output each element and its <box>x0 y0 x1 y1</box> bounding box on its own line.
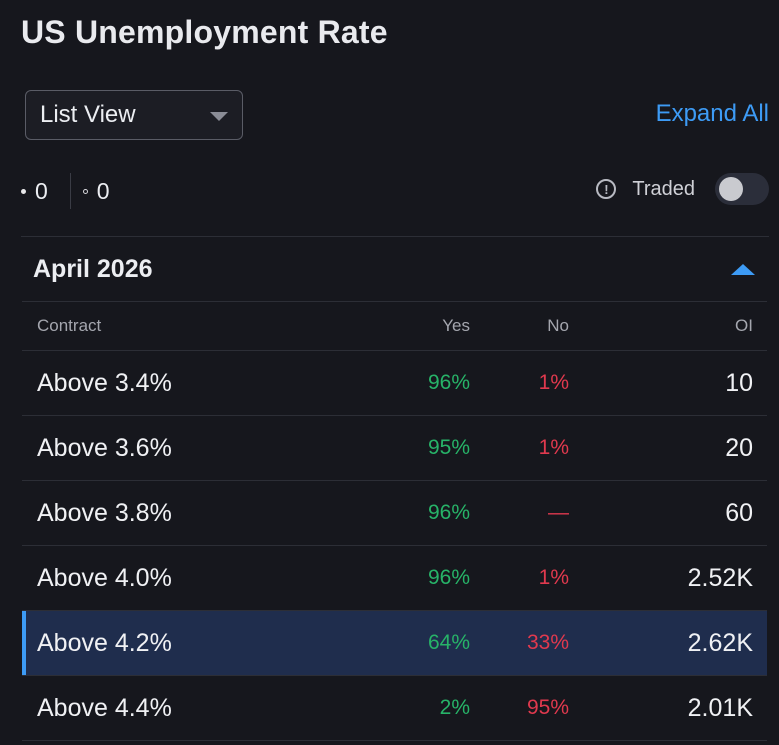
traded-filter: ! Traded <box>596 172 769 206</box>
filled-dot-icon <box>21 188 26 194</box>
row-contract: Above 4.4% <box>37 693 172 722</box>
view-select-dropdown[interactable]: List View <box>25 90 243 140</box>
row-open-interest: 10 <box>725 368 753 397</box>
row-no-price[interactable]: 1% <box>538 436 569 459</box>
table-row[interactable]: Above 3.6% 95% 1% 20 <box>22 416 767 481</box>
section-divider <box>21 236 769 237</box>
row-contract: Above 4.2% <box>37 628 172 657</box>
table-row[interactable]: Above 4.4% 2% 95% 2.01K <box>22 676 767 741</box>
hollow-count-value: 0 <box>96 177 110 204</box>
contracts-table: Contract Yes No OI Above 3.4% 96% 1% 10 … <box>22 301 767 741</box>
row-contract: Above 3.6% <box>37 433 172 462</box>
row-open-interest: 2.62K <box>687 628 753 657</box>
row-yes-price[interactable]: 95% <box>427 436 470 459</box>
table-row[interactable]: Above 3.8% 96% — 60 <box>22 481 767 546</box>
table-row-selected[interactable]: Above 4.2% 64% 33% 2.62K <box>22 611 767 676</box>
row-yes-price[interactable]: 2% <box>439 696 470 719</box>
hollow-dot-icon <box>82 188 88 194</box>
row-no-price[interactable]: — <box>548 501 569 524</box>
row-no-price[interactable]: 1% <box>538 371 569 394</box>
group-title: April 2026 <box>33 254 153 283</box>
count-separator <box>69 173 71 209</box>
view-select-label: List View <box>40 101 136 128</box>
page-title: US Unemployment Rate <box>21 14 388 50</box>
row-open-interest: 20 <box>725 433 753 462</box>
traded-label: Traded <box>632 177 695 200</box>
header-oi: OI <box>735 316 753 335</box>
toggle-knob <box>719 177 743 201</box>
row-open-interest: 60 <box>725 498 753 527</box>
table-row[interactable]: Above 3.4% 96% 1% 10 <box>22 351 767 416</box>
row-yes-price[interactable]: 96% <box>427 501 470 524</box>
row-no-price[interactable]: 33% <box>526 631 569 654</box>
row-yes-price[interactable]: 96% <box>427 371 470 394</box>
chevron-down-icon <box>210 112 228 121</box>
header-contract: Contract <box>37 316 102 335</box>
row-open-interest: 2.52K <box>687 563 753 592</box>
header-no: No <box>547 316 569 335</box>
filled-count-value: 0 <box>35 177 48 204</box>
row-contract: Above 3.8% <box>37 498 172 527</box>
chevron-up-icon[interactable] <box>731 264 755 275</box>
table-header: Contract Yes No OI <box>22 302 767 351</box>
row-no-price[interactable]: 95% <box>526 696 569 719</box>
filled-count: 0 <box>21 178 48 205</box>
table-row[interactable]: Above 4.0% 96% 1% 2.52K <box>22 546 767 611</box>
row-yes-price[interactable]: 96% <box>427 566 470 589</box>
row-open-interest: 2.01K <box>687 693 753 722</box>
row-yes-price[interactable]: 64% <box>427 631 470 654</box>
hollow-count: 0 <box>82 177 110 205</box>
expand-all-link[interactable]: Expand All <box>655 100 769 127</box>
traded-toggle[interactable] <box>715 173 769 205</box>
header-yes: Yes <box>442 316 470 335</box>
row-contract: Above 3.4% <box>37 368 172 397</box>
group-header-april-2026[interactable]: April 2026 <box>21 237 769 301</box>
info-icon[interactable]: ! <box>596 179 617 199</box>
row-contract: Above 4.0% <box>37 563 172 592</box>
position-counts: 0 0 <box>21 173 110 209</box>
row-no-price[interactable]: 1% <box>538 566 569 589</box>
